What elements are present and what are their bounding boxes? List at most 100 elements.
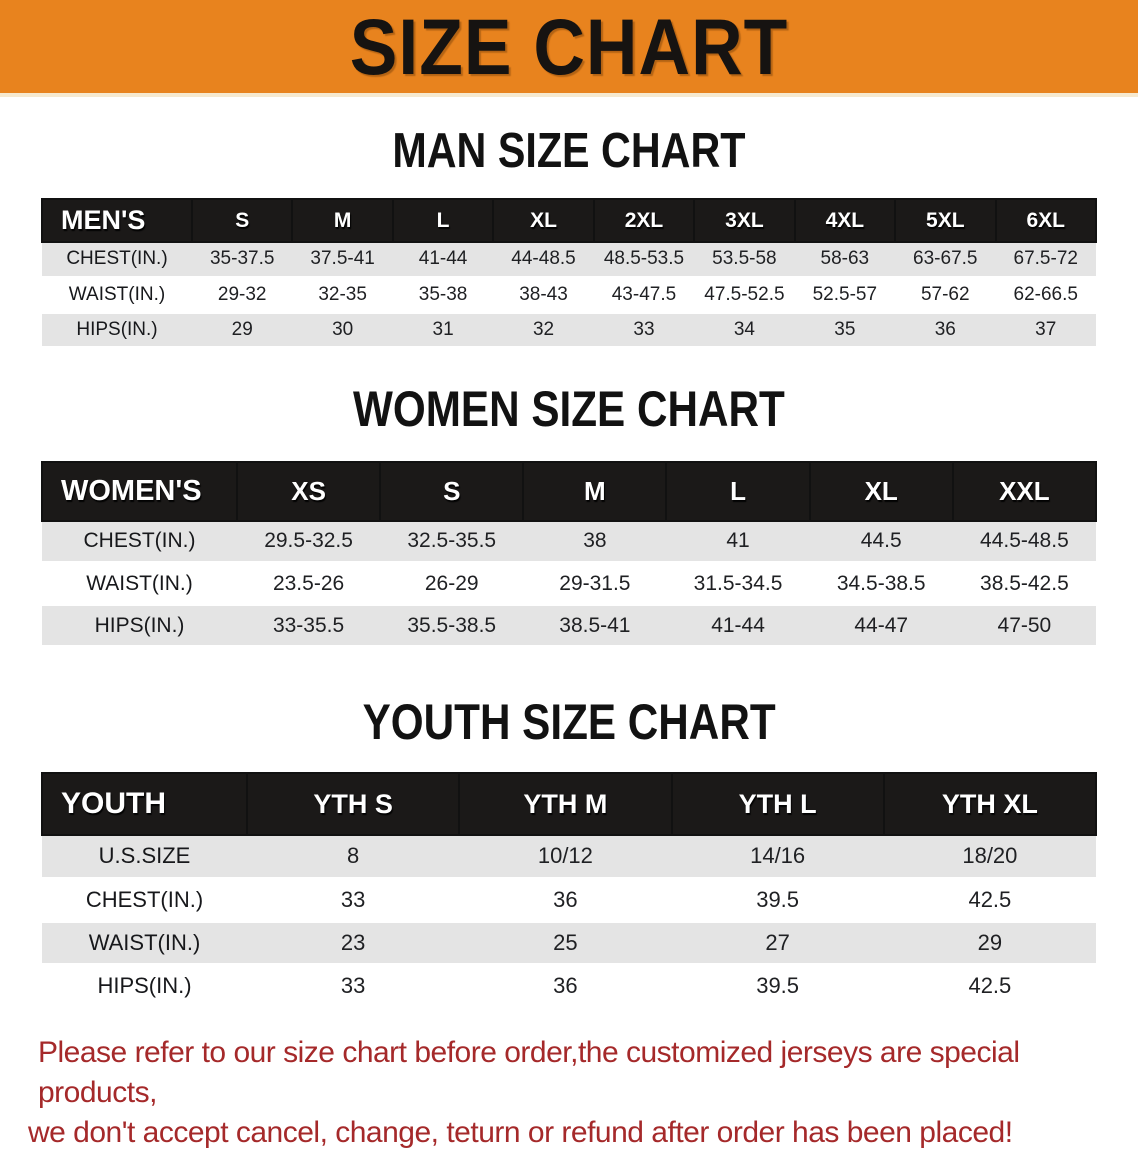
table-header-row: WOMEN'S XS S M L XL XXL <box>41 460 1098 522</box>
size-cell: 18/20 <box>962 843 1018 869</box>
size-cell: 63-67.5 <box>913 248 978 270</box>
size-cell: 38-43 <box>519 283 568 305</box>
size-cell: 44.5-48.5 <box>980 529 1069 553</box>
disclaimer-note: Please refer to our size chart before or… <box>0 1033 1138 1153</box>
size-column-header: YTH M <box>458 772 673 836</box>
table-group-label: YOUTH <box>41 772 248 836</box>
size-cell: 38.5-41 <box>559 613 631 637</box>
size-cell: 44-48.5 <box>511 248 576 270</box>
size-cell: 67.5-72 <box>1013 248 1078 270</box>
size-column-header: 5XL <box>894 198 997 243</box>
table-row: WAIST(IN.) 23 25 27 29 <box>42 921 1096 964</box>
youth-size-section: YOUTH SIZE CHART YOUTH YTH S YTH M YTH L YTH… <box>0 695 1138 1009</box>
men-size-table: MEN'S S M L XL 2XL 3XL 4XL 5XL 6XL CHEST(IN.) 35-37… <box>41 198 1097 349</box>
table-row: HIPS(IN.) 33-35.5 35.5-38.5 38.5-41 41-44 44-… <box>42 604 1096 647</box>
size-cell: 47.5-52.5 <box>704 283 785 305</box>
size-cell: 36 <box>553 886 578 912</box>
size-cell: 33 <box>633 318 655 340</box>
size-cell: 44-47 <box>854 613 909 637</box>
size-cell: 29 <box>977 929 1003 955</box>
women-section-heading-text: WOMEN SIZE CHART <box>353 381 785 437</box>
disclaimer-line-2: we don't accept cancel, change, teturn o… <box>28 1115 1013 1149</box>
size-cell: 36 <box>934 318 956 340</box>
size-column-header: M <box>291 198 394 243</box>
size-cell: 47-50 <box>997 613 1052 637</box>
size-cell: 29 <box>231 318 253 340</box>
size-cell: 53.5-58 <box>712 248 777 270</box>
measurement-row-label: U.S.SIZE <box>98 843 191 869</box>
measurement-row-label: WAIST(IN.) <box>68 283 166 305</box>
size-cell: 23.5-26 <box>272 571 345 595</box>
size-cell: 8 <box>347 843 360 869</box>
size-cell: 31 <box>432 318 454 340</box>
size-cell: 29-32 <box>217 283 267 305</box>
size-cell: 41-44 <box>711 613 765 637</box>
size-cell: 29-31.5 <box>559 571 631 595</box>
size-column-header: YTH L <box>670 772 885 836</box>
size-column-header: 4XL <box>793 198 897 243</box>
size-cell: 32-35 <box>318 283 367 305</box>
table-row: CHEST(IN.) 35-37.5 37.5-41 41-44 44-48.5 48.5… <box>42 242 1096 277</box>
size-column-header: YTH XL <box>882 772 1098 836</box>
table-row: WAIST(IN.) 23.5-26 26-29 29-31.5 31.5-34.5 34… <box>42 562 1096 605</box>
measurement-row-label: CHEST(IN.) <box>83 529 196 553</box>
size-cell: 33 <box>340 972 366 998</box>
size-cell: 32 <box>532 318 555 340</box>
size-column-header: XXL <box>951 460 1098 522</box>
size-cell: 14/16 <box>750 843 806 869</box>
banner-title: SIZE CHART <box>349 2 789 91</box>
table-row: WAIST(IN.) 29-32 32-35 35-38 38-43 43-47.5 47.… <box>42 277 1096 312</box>
size-cell: 33 <box>340 886 366 912</box>
size-cell: 48.5-53.5 <box>603 248 685 270</box>
size-column-header: S <box>379 460 525 522</box>
size-cell: 38.5-42.5 <box>980 571 1069 595</box>
size-column-header: XL <box>808 460 954 522</box>
size-cell: 43-47.5 <box>611 283 677 305</box>
measurement-row-label: CHEST(IN.) <box>66 248 168 270</box>
table-row: CHEST(IN.) 29.5-32.5 32.5-35.5 38 41 44.5 44.5… <box>42 520 1096 563</box>
table-group-label: MEN'S <box>41 198 193 243</box>
size-cell: 36 <box>553 972 578 998</box>
men-size-section: MAN SIZE CHART MEN'S S M L XL 2XL 3XL 4XL 5XL 6XL… <box>0 123 1138 349</box>
size-cell: 35.5-38.5 <box>407 613 497 637</box>
measurement-row-label: CHEST(IN.) <box>85 886 204 912</box>
women-size-table: WOMEN'S XS S M L XL XXL CHEST(IN.) 29.5-32.5 32.5… <box>41 460 1098 649</box>
size-cell: 34 <box>733 318 755 340</box>
measurement-row-label: WAIST(IN.) <box>88 929 201 955</box>
table-header-row: YOUTH YTH S YTH M YTH L YTH XL <box>41 772 1098 836</box>
table-row: CHEST(IN.) 33 36 39.5 42.5 <box>42 878 1096 921</box>
size-cell: 52.5-57 <box>812 283 878 305</box>
size-column-header: YTH S <box>245 772 461 836</box>
size-cell: 39.5 <box>756 886 800 912</box>
size-cell: 37.5-41 <box>310 248 375 270</box>
size-cell: 37 <box>1035 318 1057 340</box>
size-cell: 33-35.5 <box>272 613 345 637</box>
size-column-header: 6XL <box>994 198 1097 243</box>
youth-size-table: YOUTH YTH S YTH M YTH L YTH XL U.S.SIZE 8 10/12… <box>41 772 1098 1009</box>
size-column-header: L <box>665 460 811 522</box>
table-row: HIPS(IN.) 33 36 39.5 42.5 <box>42 964 1096 1007</box>
disclaimer-line-1: Please refer to our size chart before or… <box>38 1035 1020 1109</box>
table-row: U.S.SIZE 8 10/12 14/16 18/20 <box>42 835 1096 878</box>
size-column-header: XL <box>492 198 595 243</box>
table-row: HIPS(IN.) 29 30 31 32 33 34 35 36 37 <box>42 312 1096 347</box>
size-cell: 32.5-35.5 <box>407 529 497 553</box>
size-cell: 58-63 <box>820 248 870 270</box>
size-column-header: M <box>522 460 668 522</box>
youth-section-heading: YOUTH SIZE CHART <box>0 695 1138 751</box>
size-column-header: 2XL <box>592 198 696 243</box>
size-column-header: L <box>391 198 495 243</box>
size-cell: 39.5 <box>756 972 800 998</box>
size-cell: 41 <box>726 529 750 553</box>
size-cell: 35-38 <box>418 283 468 305</box>
youth-section-heading-text: YOUTH SIZE CHART <box>362 694 776 751</box>
size-cell: 23 <box>340 929 366 955</box>
size-cell: 27 <box>765 929 790 955</box>
size-cell: 35 <box>834 318 856 340</box>
measurement-row-label: HIPS(IN.) <box>94 613 185 637</box>
men-section-heading-text: MAN SIZE CHART <box>392 123 746 179</box>
size-cell: 38 <box>583 529 607 553</box>
size-cell: 30 <box>332 318 354 340</box>
size-cell: 42.5 <box>968 972 1012 998</box>
measurement-row-label: WAIST(IN.) <box>86 571 193 595</box>
